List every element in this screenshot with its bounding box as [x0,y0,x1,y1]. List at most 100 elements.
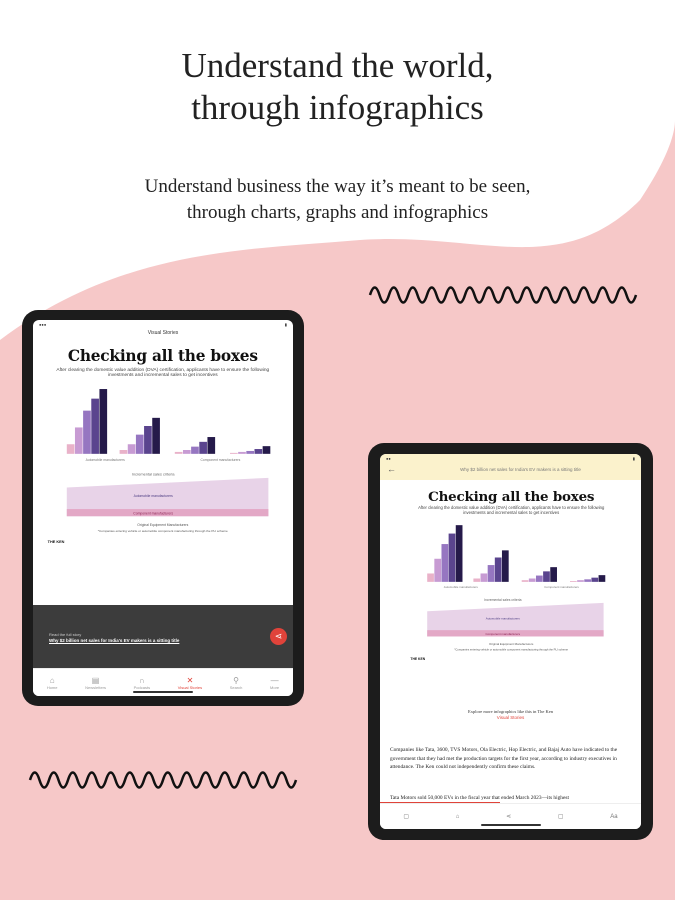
area-label: Component manufacturers [133,511,173,515]
nav-item-search[interactable]: ⚲ Search [230,676,243,690]
gift-icon[interactable]: ⌂ [455,813,460,820]
bar [434,558,442,582]
infographic-subtitle: After clearing the domestic value additi… [418,505,605,516]
bar [448,533,456,582]
nav-item-visual-stories[interactable]: ✕ Visual Stories [178,676,202,690]
bar [501,550,509,582]
article-header: ●● ▮ ← Why $2 billion net sales for India… [380,454,641,480]
bar [83,410,91,454]
the-ken-logo: THE KEN [410,657,426,661]
bar [570,581,577,582]
bar [127,444,136,454]
the-ken-logo: THE KEN [47,539,65,545]
headline: Understand the world, through infographi… [181,46,494,127]
bar [207,437,216,454]
status-bar: ●●● ▮ [39,322,287,327]
bar [144,426,152,454]
area-component [66,509,269,517]
bar [528,578,536,582]
home-indicator [480,824,541,826]
footnote: Original Equipment Manufacturers [137,523,188,527]
article-paragraph: Tata Motors sold 50,000 EVs in the fisca… [390,795,569,801]
infographic-title: Checking all the boxes [428,488,595,505]
infographic-title: Checking all the boxes [67,346,258,366]
bar [199,441,207,454]
bar [591,577,599,582]
bar [246,450,254,454]
bar [487,565,495,582]
infographic-subtitle: After clearing the domestic value additi… [56,366,270,378]
article-paragraph: Companies like Tata, 3600, TVS Motors, O… [390,747,618,771]
area-automobile [427,602,604,637]
bar [238,451,246,454]
group-label: Automobile manufacturers [444,585,479,589]
bookmark-icon[interactable]: ▢ [403,814,410,820]
story-link[interactable]: Why $2 billion net sales for India's EV … [49,638,180,643]
save-icon[interactable]: ▢ [557,814,564,820]
share-icon[interactable]: ⋖ [506,814,512,820]
read-story-panel: Read the full story Why $2 billion net s… [33,605,293,668]
bar [99,389,108,454]
bar [535,575,543,582]
bar [598,575,606,582]
nav-label: Newsletters [85,684,107,690]
area-label: Incremental sales criteria [132,472,175,476]
bar [584,579,591,582]
chart-icon: ✕ [186,675,194,685]
group-label: Component manufacturers [544,585,579,589]
group-label: Automobile manufacturers [86,458,126,462]
footnote: *Companies entering vehicle or automobil… [454,647,568,651]
bar [119,450,128,454]
read-label: Read the full story [49,632,82,637]
search-icon: ⚲ [233,675,239,685]
menu-icon: — [270,675,279,685]
bar [74,427,83,454]
left-screen: ●●● ▮ Visual Stories Checking all the box… [33,320,293,696]
area-label: Automobile manufacturers [134,494,174,498]
bar [182,450,191,454]
newsletter-icon: ▤ [91,675,100,685]
bar [91,398,99,454]
nav-item-home[interactable]: ⌂ Home [47,676,58,690]
infographic-chart: Automobile manufacturers Component manuf… [427,525,606,651]
group-label: Component manufacturers [201,458,241,462]
font-size-button[interactable]: Aa [610,813,618,820]
footnote: *Companies entering vehicle or automobil… [98,529,228,533]
squiggle-decoration [368,286,638,304]
back-arrow-icon[interactable]: ← [387,464,396,474]
home-icon: ⌂ [49,675,55,685]
bar [577,580,584,582]
explore-link[interactable]: Visual Stories [496,715,525,720]
footnote: Original Equipment Manufacturers [489,642,534,646]
bar [550,567,557,582]
headphones-icon: ∩ [138,675,145,685]
bar [473,578,481,582]
right-screen: ●● ▮ ← Why $2 billion net sales for India… [380,454,641,829]
explore-text: Explore more infographics like this in T… [467,709,554,714]
nav-label: Visual Stories [177,684,203,690]
nav-label: Home [46,684,58,690]
home-indicator [133,691,193,693]
bar [174,451,183,454]
bar [135,434,144,454]
nav-item-more[interactable]: — More [270,676,279,690]
bar [230,452,238,454]
nav-item-podcasts[interactable]: ∩ Podcasts [134,676,150,690]
reading-progress [380,802,500,803]
screen-header: Visual Stories [147,330,179,336]
bar [152,417,160,454]
share-icon[interactable]: ⋖ [270,628,287,645]
nav-label: Podcasts [133,684,151,690]
bar [543,571,550,582]
bar [262,446,271,454]
bar [66,444,75,454]
bar [191,446,199,454]
area-component [427,630,604,637]
nav-label: More [270,684,280,690]
nav-item-newsletters[interactable]: ▤ Newsletters [85,676,106,690]
left-tablet: ●●● ▮ Visual Stories Checking all the box… [22,310,304,706]
infographic: Checking all the boxes After clearing th… [402,484,621,666]
bar [441,544,449,582]
area-automobile [66,477,269,517]
article-title: Why $2 billion net sales for India's EV … [460,467,581,472]
